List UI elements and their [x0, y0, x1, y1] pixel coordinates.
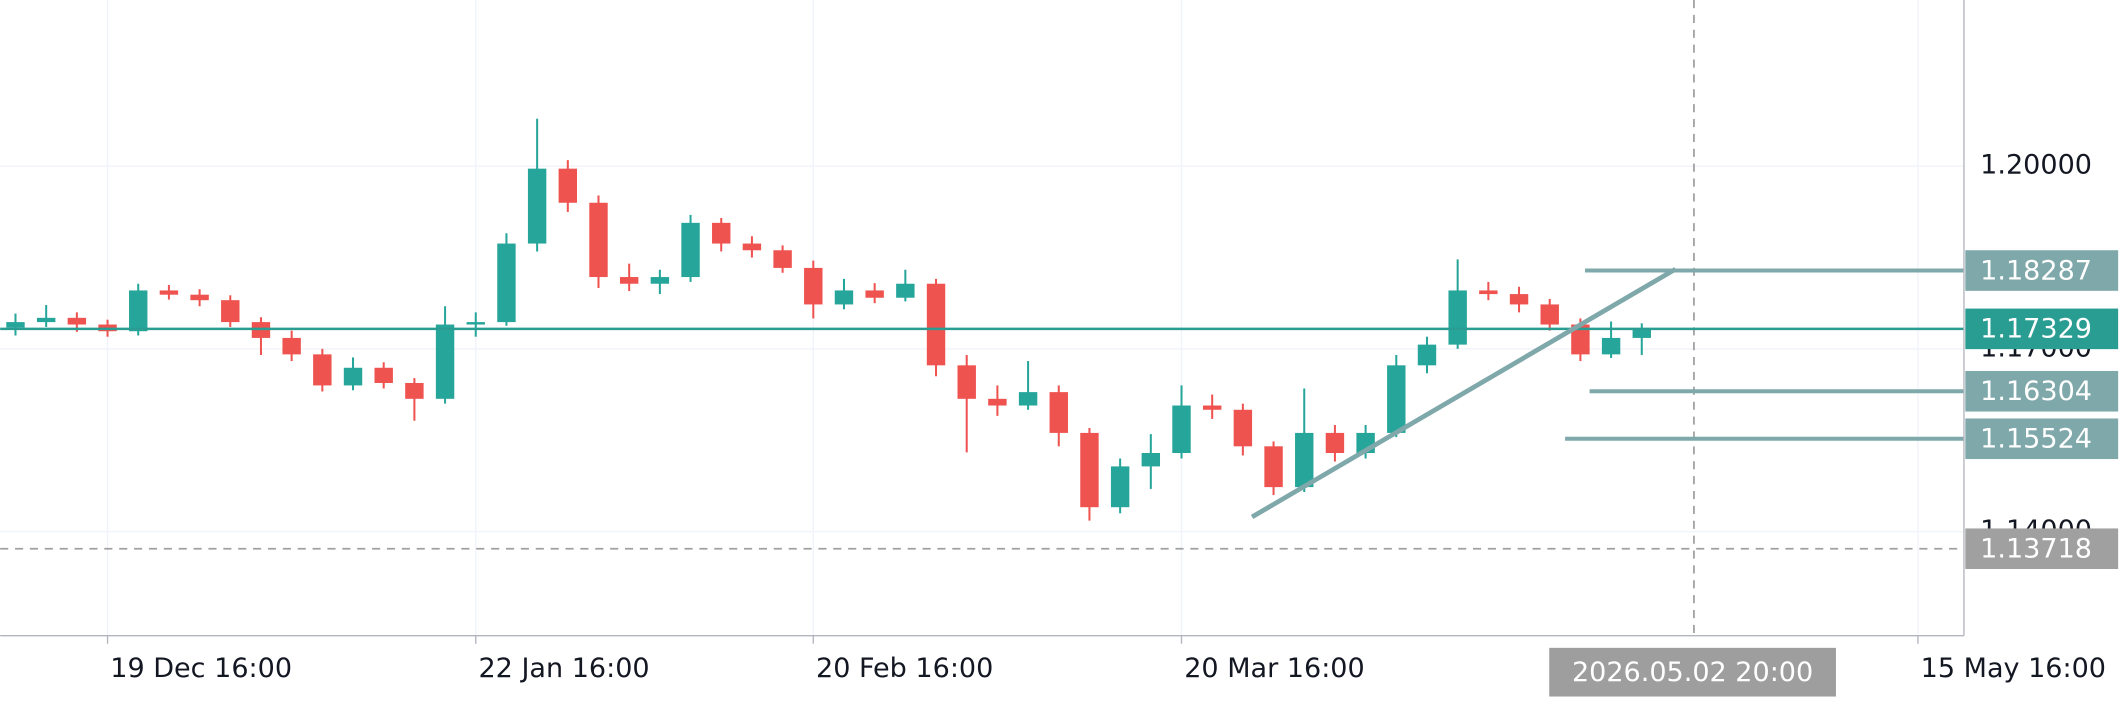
- x-tick-label: 19 Dec 16:00: [110, 653, 292, 684]
- plot: [0, 0, 1964, 636]
- candle-body: [1202, 405, 1222, 410]
- candle-body: [834, 290, 854, 305]
- price-label: 1.18287: [1980, 255, 2092, 286]
- trendline: [1250, 267, 1677, 519]
- price-label: 1.17329: [1980, 314, 2092, 345]
- candle-body: [1233, 409, 1253, 447]
- crosshair-label-box: [1549, 647, 1836, 697]
- candle-body: [957, 365, 976, 399]
- candle-body: [435, 324, 455, 399]
- candle-body: [1018, 392, 1038, 406]
- y-tick-label: 1.20000: [1980, 150, 2092, 181]
- candle-body: [1387, 365, 1406, 433]
- candle-body: [896, 283, 915, 298]
- price-label-box: [1965, 418, 2119, 460]
- candle-body: [1571, 324, 1590, 355]
- x-tick-label: 20 Mar 16:00: [1184, 653, 1364, 684]
- candle-body: [1295, 432, 1314, 488]
- candle-body: [466, 322, 485, 325]
- candle-body: [36, 317, 56, 323]
- candle-body: [67, 317, 87, 325]
- candle-body: [527, 168, 547, 244]
- price-label-box: [1965, 250, 2119, 291]
- x-tick-label: 15 May 16:00: [1921, 653, 2106, 684]
- x-tick-label: 20 Feb 16:00: [816, 653, 993, 684]
- candle-body: [1601, 337, 1621, 355]
- candle-body: [988, 398, 1007, 406]
- candle-body: [1417, 344, 1437, 366]
- candle-body: [190, 294, 209, 301]
- candle-body: [681, 222, 700, 278]
- candle-body: [650, 277, 670, 284]
- candle-body: [589, 202, 608, 278]
- price-label-box: [1965, 308, 2119, 350]
- candle-body: [1080, 432, 1099, 508]
- candle-body: [1264, 446, 1283, 488]
- candle-body: [1540, 304, 1559, 325]
- candle-body: [1509, 294, 1529, 305]
- candle-body: [282, 337, 301, 355]
- price-label-box: [1965, 528, 2119, 570]
- candle-body: [129, 290, 148, 332]
- candle-body: [926, 283, 946, 366]
- price-label: 1.15524: [1980, 424, 2092, 455]
- candle-body: [343, 367, 363, 386]
- candle-body: [865, 290, 884, 298]
- candle-body: [159, 290, 179, 295]
- candle-body: [1325, 432, 1345, 454]
- candle-body: [619, 277, 639, 284]
- candle-body: [405, 382, 424, 399]
- candle-body: [742, 243, 762, 251]
- candle-body: [558, 168, 578, 203]
- candle-body: [313, 354, 332, 386]
- candle-body: [1049, 392, 1068, 433]
- candle-body: [773, 250, 792, 268]
- candle-body: [1172, 405, 1191, 454]
- candle-body: [374, 367, 393, 383]
- price-label: 1.13718: [1980, 534, 2092, 565]
- candle-body: [6, 322, 25, 328]
- price-label: 1.16304: [1980, 376, 2092, 407]
- x-tick-label: 22 Jan 16:00: [478, 653, 649, 684]
- candle-body: [1110, 466, 1130, 508]
- candle-body: [1479, 290, 1498, 295]
- price-label-box: [1965, 370, 2119, 412]
- candle-body: [1141, 453, 1161, 467]
- candle-body: [804, 267, 823, 305]
- candle-body: [712, 222, 731, 244]
- candle-body: [497, 243, 516, 323]
- candle-body: [1448, 290, 1467, 345]
- candle-body: [221, 300, 240, 323]
- crosshair-label: 2026.05.02 20:00: [1572, 657, 1813, 688]
- candle-body: [1632, 328, 1651, 338]
